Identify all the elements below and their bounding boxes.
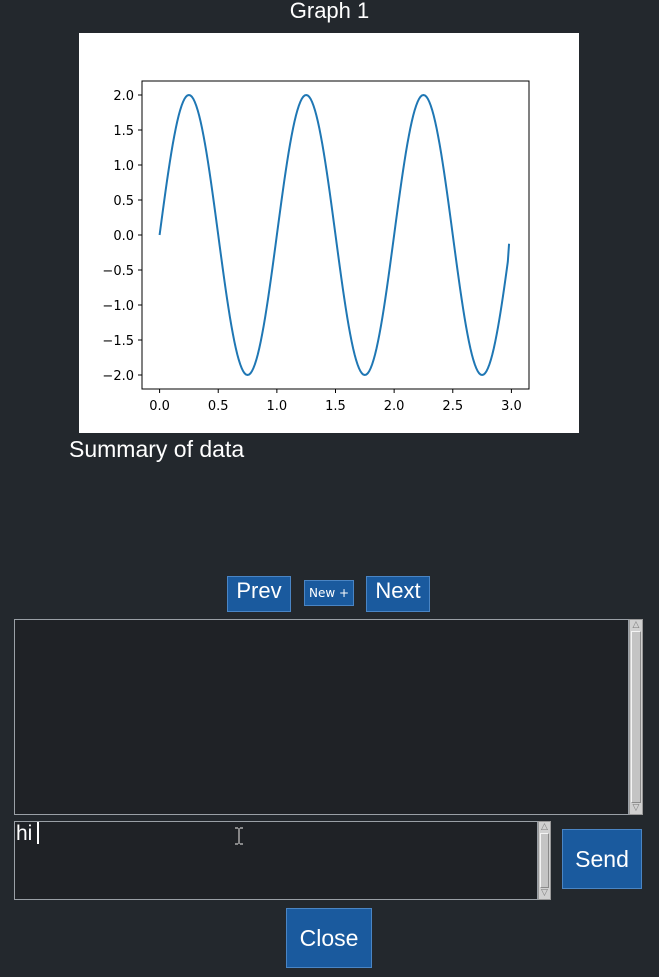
y-tick-label: −0.5 — [102, 264, 134, 279]
scroll-down-arrow-icon[interactable]: ▽ — [541, 888, 548, 898]
prev-button[interactable]: Prev — [227, 576, 291, 612]
scroll-down-arrow-icon[interactable]: ▽ — [632, 803, 640, 813]
y-tick-label: −2.0 — [102, 369, 134, 384]
new-button[interactable]: New + — [304, 580, 354, 606]
summary-label: Summary of data — [69, 436, 245, 462]
x-tick-label: 2.0 — [384, 399, 405, 414]
output-scrollbar[interactable]: △ ▽ — [629, 619, 643, 815]
input-scrollbar[interactable]: △ ▽ — [538, 821, 551, 900]
chart-panel: 0.0 0.5 1.0 1.5 2.0 2.5 3.0 2.0 1.5 1.0 0.5 0.0 −0.5… — [79, 33, 579, 433]
graph-title: Graph 1 — [289, 0, 370, 23]
scroll-up-arrow-icon[interactable]: △ — [541, 822, 548, 832]
text-caret — [37, 822, 40, 844]
y-tick-label: 0.5 — [113, 194, 134, 209]
x-tick-label: 1.5 — [325, 399, 346, 414]
ibeam-cursor-icon — [235, 827, 243, 845]
x-tick-label: 0.5 — [208, 399, 229, 414]
send-button[interactable]: Send — [562, 829, 642, 889]
y-tick-label: −1.5 — [102, 334, 134, 349]
x-tick-label: 1.0 — [267, 399, 288, 414]
x-tick-label: 2.5 — [442, 399, 463, 414]
x-tick-label: 3.0 — [501, 399, 522, 414]
sine-chart: 0.0 0.5 1.0 1.5 2.0 2.5 3.0 2.0 1.5 1.0 0.5 0.0 −0.5… — [102, 80, 530, 414]
x-tick-label: 0.0 — [149, 399, 170, 414]
chat-input-field[interactable]: hi — [14, 821, 538, 900]
sine-series-line — [158, 93, 511, 377]
y-tick-label: −1.0 — [102, 299, 134, 314]
close-button[interactable]: Close — [286, 908, 372, 968]
next-button[interactable]: Next — [366, 576, 430, 612]
chat-output-area[interactable] — [14, 619, 629, 815]
y-tick-label: 2.0 — [113, 89, 134, 104]
y-tick-label: 0.0 — [113, 229, 134, 244]
output-scroll-thumb[interactable] — [631, 631, 641, 803]
input-scroll-thumb[interactable] — [540, 833, 549, 888]
y-tick-label: 1.0 — [113, 159, 134, 174]
chat-input-value: hi — [16, 822, 33, 845]
scroll-up-arrow-icon[interactable]: △ — [632, 620, 640, 630]
y-tick-label: 1.5 — [113, 124, 134, 139]
